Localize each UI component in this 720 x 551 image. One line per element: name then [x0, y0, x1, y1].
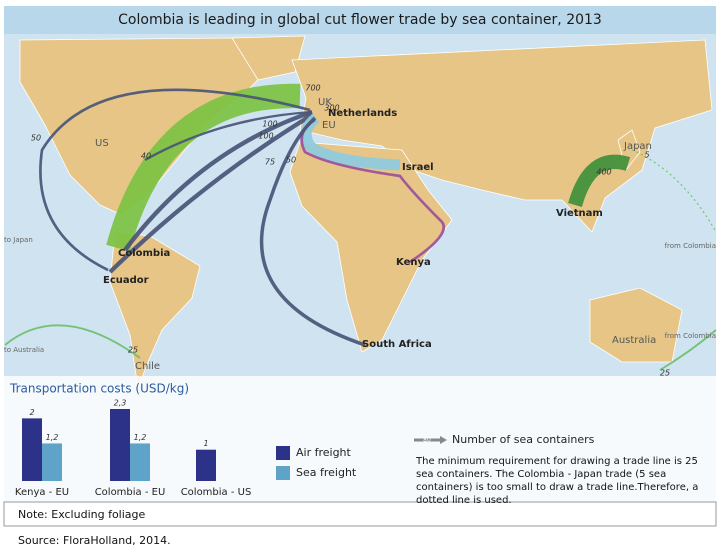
value-label: 1,2 — [46, 433, 59, 442]
place-label: Kenya — [396, 257, 431, 268]
trade-route — [568, 154, 631, 208]
place-label: Ecuador — [103, 275, 149, 286]
place-label: Israel — [402, 162, 434, 173]
eurasia — [291, 39, 713, 233]
africa — [289, 141, 453, 353]
greenland — [231, 35, 306, 81]
trade-route — [659, 329, 717, 371]
route-label: 50 — [286, 156, 296, 165]
edge-label: to Japan — [4, 236, 33, 244]
category-label: Kenya - EU — [15, 487, 69, 498]
title: Colombia is leading in global cut flower… — [118, 12, 602, 28]
cost-chart: Transportation costs (USD/kg) 2 2,3 1 1,2 1,2… — [9, 382, 357, 499]
value-label: 1 — [203, 439, 208, 448]
trade-route — [106, 83, 301, 252]
sea-legend-value: 80 — [423, 437, 431, 444]
category-label: Colombia - EU — [95, 487, 166, 498]
sea-legend-label: Number of sea containers — [452, 433, 595, 446]
place-label: Colombia — [118, 248, 170, 259]
place-label: Australia — [612, 335, 656, 346]
place-label: South Africa — [362, 339, 432, 350]
route-label: 5 — [644, 151, 649, 160]
trade-route — [144, 110, 313, 162]
edge-label: from Colombia — [665, 332, 716, 340]
bar — [196, 449, 216, 481]
title-bar — [4, 6, 716, 34]
route-label: 25 — [660, 369, 670, 378]
south-america — [109, 231, 201, 390]
trade-route — [108, 113, 314, 274]
route-label: 40 — [141, 152, 151, 161]
route-label: 400 — [596, 168, 611, 177]
chart-title: Transportation costs (USD/kg) — [9, 382, 189, 396]
trade-route — [300, 118, 446, 264]
routes — [4, 83, 717, 371]
place-label: Chile — [135, 361, 160, 372]
bar — [22, 418, 42, 481]
trade-route — [123, 109, 313, 252]
legend-swatch — [276, 466, 290, 480]
route-label: 700 — [305, 84, 320, 93]
route-label: 100 — [262, 120, 277, 129]
legend-label: Air freight — [296, 446, 352, 459]
route-label: 100 — [258, 132, 273, 141]
route-label: 300 — [324, 104, 339, 113]
trade-route — [259, 116, 366, 347]
bar — [130, 443, 150, 481]
route-label: 75 — [265, 158, 275, 167]
note: Note: Excluding foliage — [18, 508, 146, 521]
edge-label: from Colombia — [665, 242, 716, 250]
legend-label: Sea freight — [296, 466, 357, 479]
route-label: 25 — [128, 346, 138, 355]
bar — [110, 409, 130, 481]
trade-route — [39, 88, 311, 272]
value-label: 2,3 — [114, 399, 127, 408]
source: Source: FloraHolland, 2014. — [18, 534, 171, 547]
place-label: Vietnam — [556, 208, 603, 219]
place-label: EU — [322, 120, 336, 131]
route-label: 50 — [31, 134, 41, 143]
place-label: Netherlands — [328, 108, 397, 119]
trade-route — [4, 324, 141, 359]
place-label: UK — [318, 97, 332, 108]
paragraph: The minimum requirement for drawing a tr… — [416, 456, 699, 506]
category-label: Colombia - US — [181, 487, 252, 498]
place-label: US — [95, 138, 109, 149]
edge-label: to Australia — [4, 346, 44, 354]
sea-legend-arrowhead — [440, 436, 447, 444]
place-label: Japan — [623, 141, 652, 152]
value-label: 1,2 — [134, 433, 147, 442]
bar — [42, 443, 62, 481]
trade-route — [631, 149, 717, 233]
labels: 700 100 100 40 50 300 50 75 400 5 25 25 US UK EUNether… — [4, 84, 716, 378]
legend-swatch — [276, 446, 290, 460]
note-box — [3, 501, 717, 527]
value-label: 2 — [29, 408, 34, 417]
